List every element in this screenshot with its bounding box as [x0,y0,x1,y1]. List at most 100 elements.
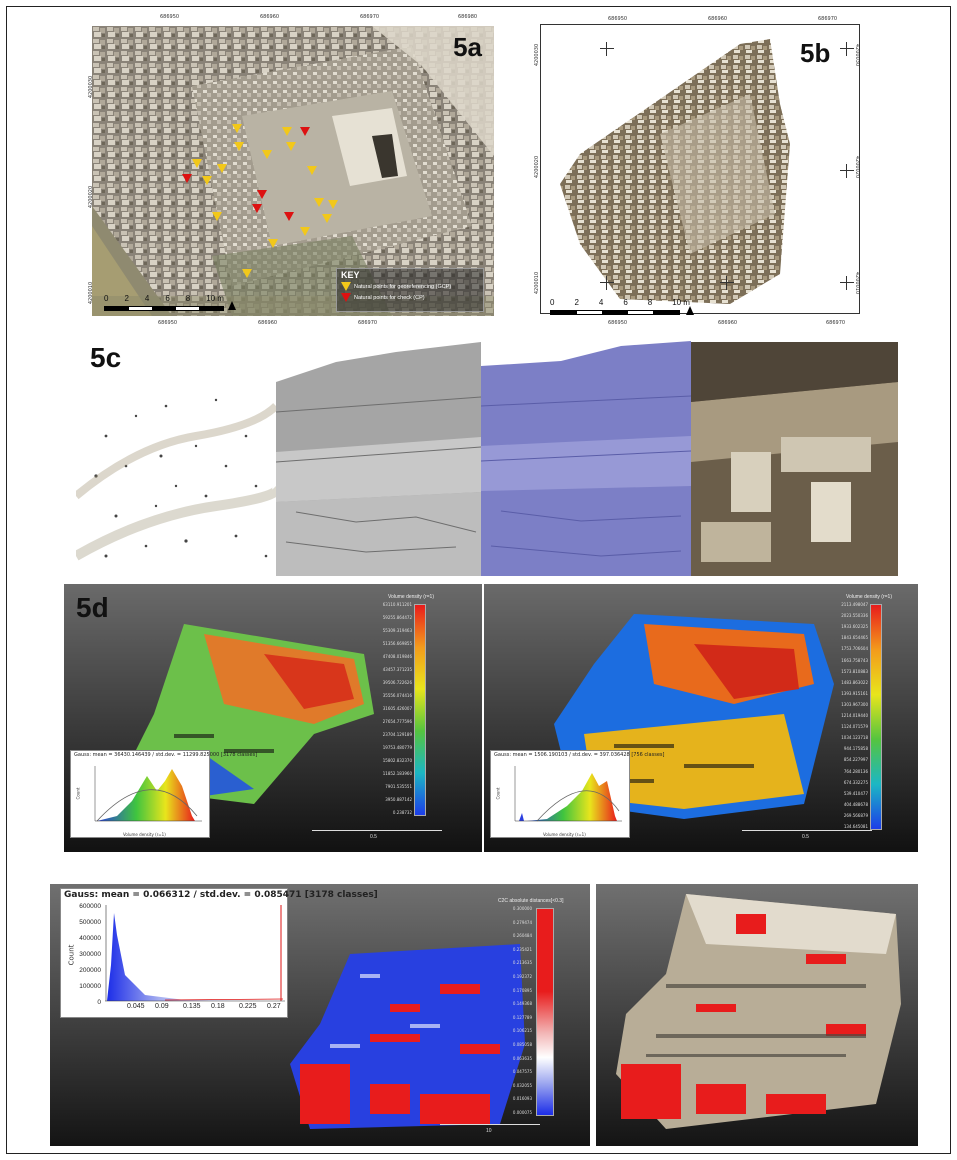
colorbar-value: 23704.129189 [382,732,412,737]
tick-bottom-1: 686950 [158,320,178,326]
orthophoto-5a [92,26,494,316]
colorbar-value: 539.410477 [843,790,868,796]
c2c-textured-cloud [616,894,901,1129]
scale-labels-5b: 0 2 4 6 8 10 m [550,298,690,307]
gcp-marker [300,227,310,236]
colorbar-value: 0.063635 [512,1055,532,1061]
key-cp-label: Natural points for check (CP) [354,294,425,301]
scale-label: 4 [144,294,150,303]
colorbar-value: 1843.654465 [841,635,868,641]
gcp-marker [262,150,272,159]
scale-bar-5a [104,306,224,311]
colorbar-value: 1483.863022 [841,679,868,685]
scale-line-right [742,830,872,831]
panel-c2c-right [596,884,918,1146]
colorbar-value: 1034.123718 [841,735,868,741]
gcp-marker [234,142,244,151]
histogram-left: Gauss: mean = 36430.146439 / std.dev. = … [70,750,257,838]
colorbar-title-c2c: C2C absolute distances[<0.3] [498,898,564,904]
histogram-xtick: 0.225 [239,1003,257,1010]
grid-cross [840,42,854,56]
panel-5a: 686950 686960 686970 686980 4200030 4200… [82,14,502,330]
gcp-marker [202,176,212,185]
histogram-xtick: 0.09 [155,1003,169,1010]
histogram-xtick: 0.045 [127,1003,145,1010]
scale-label: 2 [124,294,129,303]
dense-mesh-grey [276,342,481,576]
colorbar-value: 0.032055 [512,1082,532,1088]
colorbar-value: 59255.864472 [382,615,412,620]
panel-5d-right: Volume density (r=1) 2113.498047 2023.550… [484,584,918,852]
colorbar-value: 2113.498047 [841,602,868,607]
scale-label: 6 [165,294,170,303]
colorbar-value: 63110.911201 [382,602,412,607]
panel-5b: 686950 686960 686970 4200030 4200020 420… [530,14,870,330]
histogram-chart [94,766,202,822]
colorbar-value: 3950.887142 [385,797,412,802]
histogram-xtick: 0.18 [211,1003,225,1010]
gcp-marker [242,269,252,278]
colorbar-value: 1933.602325 [841,624,868,630]
scale-value-right: 0.5 [802,834,809,840]
colorbar-value: 854.227997 [843,757,868,763]
north-arrow-icon [228,301,236,310]
scale-label: 2 [574,298,579,307]
scale-label: 8 [647,298,653,307]
key-title: KEY [341,270,360,280]
panel-5c: 5c [76,336,898,576]
gcp-marker [217,164,227,173]
colorbar-title-right: Volume density (r=1) [846,594,892,600]
colorbar-value: 1663.758743 [841,657,868,663]
tick-top-3: 686970 [360,14,380,20]
colorbar-value: 43457.371235 [382,667,412,672]
key-legend: KEY Natural points for georeferencing (G… [336,268,484,312]
histogram-c2c: Gauss: mean = 0.066312 / std.dev. = 0.08… [60,888,378,1018]
tick-bottom-1: 686950 [608,320,628,326]
tick-top-4: 686980 [458,14,478,20]
textured-mesh [691,342,898,576]
colorbar-value: 0.085058 [512,1042,532,1047]
gcp-marker [282,127,292,136]
cp-marker [252,204,262,213]
colorbar-value: 15802.832370 [382,758,412,763]
histogram-ytick: 500000 [79,919,101,926]
colorbar-value: 0.238732 [392,810,412,815]
histogram-xtick: 0.27 [267,1003,281,1010]
histogram-xtick: 0.135 [183,1003,201,1010]
histogram-ytick: 100000 [79,983,101,990]
tick-bottom-3: 686970 [358,320,378,326]
tick-top-1: 686950 [608,16,628,22]
dense-mesh-blue [481,336,691,576]
colorbar-value: 1753.706604 [841,646,868,652]
gcp-marker [286,142,296,151]
colorbar-value: 1393.915161 [841,690,868,696]
key-gcp-row: Natural points for georeferencing (GCP) [337,281,483,292]
tick-top-2: 686960 [260,14,280,20]
colorbar-value: 39506.722626 [382,680,412,685]
colorbar-value: 0.213635 [512,960,532,966]
tick-bottom-2: 686960 [258,320,278,326]
cp-marker [257,190,267,199]
gcp-marker [192,159,202,168]
scale-line-c2c [440,1124,540,1125]
colorbar-value: 0.127789 [512,1014,532,1020]
colorbar-value: 0.016093 [512,1096,532,1102]
tick-top-3: 686970 [818,16,838,22]
histogram-title: Gauss: mean = 0.066312 / std.dev. = 0.08… [64,890,378,900]
histogram-ylabel: Count [67,944,76,966]
gcp-marker [268,239,278,248]
scale-label: 6 [623,298,628,307]
histogram-chart [514,766,622,822]
histogram-ytick: 400000 [79,935,101,942]
histogram-right: Gauss: mean = 1506.190103 / std.dev. = 3… [490,750,664,838]
panel-label-5a: 5a [453,32,482,62]
gcp-legend-icon [341,282,351,291]
colorbar-left [414,604,426,816]
gcp-marker [307,166,317,175]
gcp-marker [322,214,332,223]
panel-5d-left: 5d Volume density (r=1) 63110.911201 5925… [64,584,482,852]
scale-label: 10 m [672,298,690,307]
tick-bottom-3: 686970 [826,320,846,326]
cp-marker [300,127,310,136]
cp-legend-icon [341,293,351,302]
